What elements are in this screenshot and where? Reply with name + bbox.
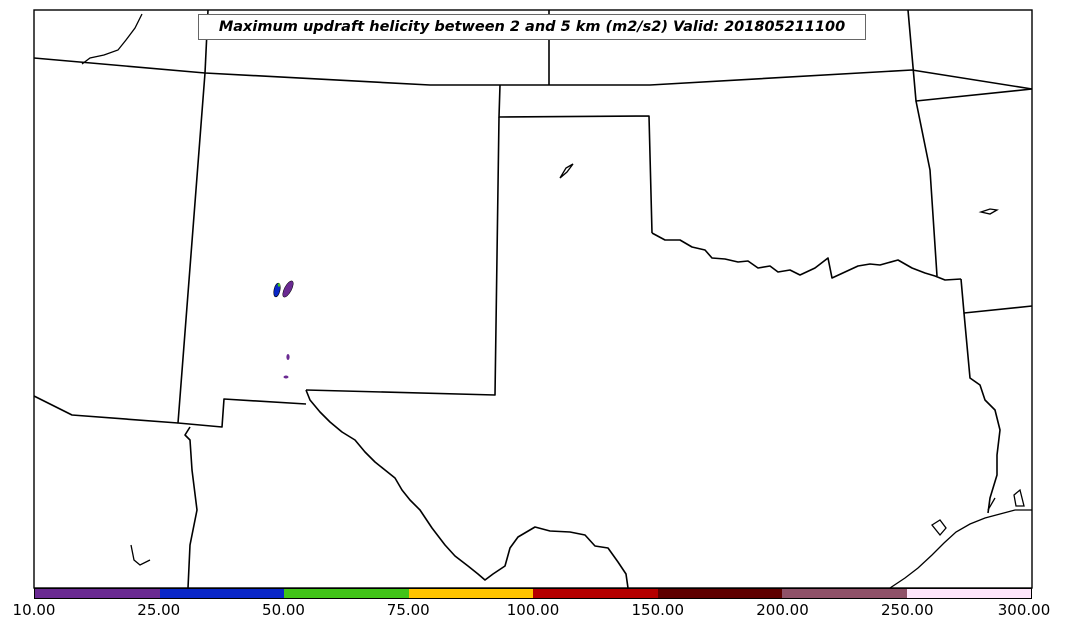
colorbar-tick-label: 300.00: [997, 601, 1051, 619]
colorbar-segment: [657, 589, 782, 598]
colorbar-segment: [159, 589, 284, 598]
coastline: [81, 13, 1032, 589]
colorbar-segment: [782, 589, 907, 598]
map-title: Maximum updraft helicity between 2 and 5…: [198, 14, 866, 40]
colorbar-tick-label: 25.00: [137, 601, 181, 619]
map-frame: [33, 9, 1033, 589]
colorbar-tick-label: 50.00: [262, 601, 305, 619]
colorbar-tick-label: 200.00: [756, 601, 809, 619]
state-borders: [33, 9, 1033, 589]
contour-purple-small: [286, 354, 290, 360]
colorbar-segment: [906, 589, 1031, 598]
contour-purple-dot: [283, 375, 289, 379]
contour-purple: [282, 280, 294, 298]
contour-green-dot: [277, 283, 281, 287]
colorbar: [34, 588, 1032, 599]
colorbar-segment: [35, 589, 160, 598]
colorbar-segment: [533, 589, 658, 598]
helicity-contours: [273, 280, 294, 379]
colorbar-tick-label: 250.00: [881, 601, 934, 619]
colorbar-tick-label: 10.00: [12, 601, 56, 619]
colorbar-tick-label: 150.00: [631, 601, 685, 619]
colorbar-tick-label: 75.00: [386, 601, 430, 619]
colorbar-tick-label: 100.00: [506, 601, 560, 619]
colorbar-segment: [284, 589, 409, 598]
colorbar-segment: [408, 589, 533, 598]
